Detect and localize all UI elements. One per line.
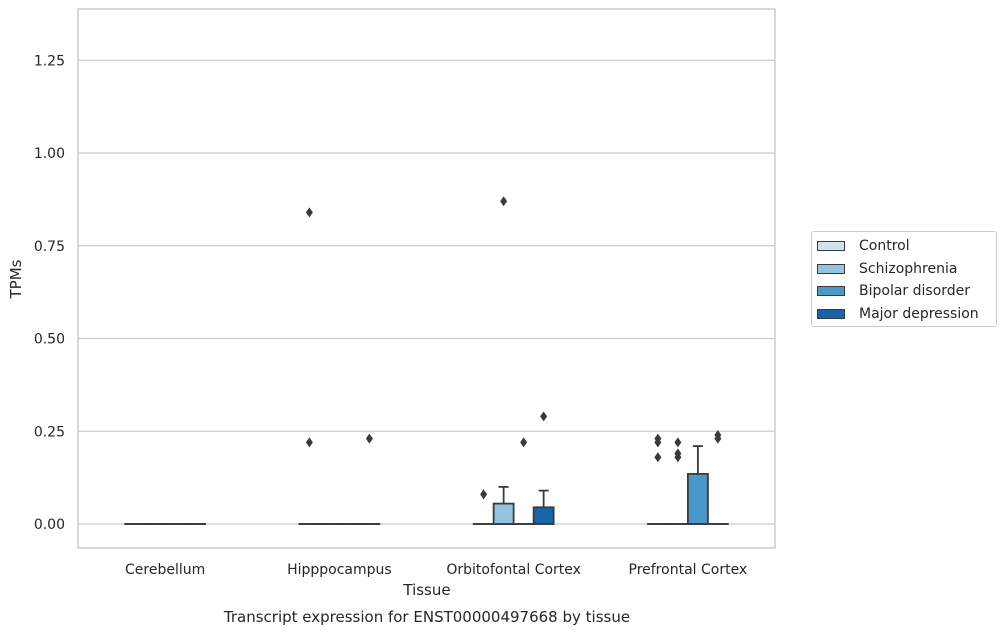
box-schizophrenia [666,437,689,525]
box-body [686,473,709,525]
legend-label: Bipolar disorder [859,283,971,299]
plot-frame [77,8,776,549]
outlier-point [654,452,662,463]
outlier-point [674,437,682,448]
y-tick-label: 0.50 [34,332,65,348]
legend: Control Schizophrenia Bipolar disorder Majo… [811,231,997,327]
box-bipolar-disorder [686,445,709,525]
outlier-point [365,433,373,444]
x-tick-label: Orbitofontal Cortex [446,562,581,578]
outlier-point [480,489,488,500]
x-tick-label: Cerebellum [125,562,205,578]
legend-swatch [817,263,845,274]
box-major-depression [532,411,555,525]
legend-item: Control [817,236,910,256]
legend-item: Schizophrenia [817,259,957,279]
y-tick-label: 0.75 [34,239,65,255]
outlier-point [714,433,722,444]
legend-swatch [817,286,845,296]
x-axis-ticks: Cerebellum Hipppocampus Orbitofontal Corte… [125,562,747,578]
box-control [472,489,495,525]
legend-item: Bipolar disorder [817,281,970,301]
outlier-point [674,452,682,463]
x-axis-label: Tissue [402,581,450,599]
box-schizophrenia [492,196,515,525]
box-major-depression [706,429,729,525]
box-major-depression [358,433,381,525]
box-control [646,433,669,525]
outlier-point [654,437,662,448]
y-axis-label: TPMs [7,259,25,299]
x-tick-label: Hipppocampus [287,562,392,578]
outlier-point [305,207,313,218]
y-tick-label: 0.00 [34,517,65,533]
box-body [532,506,555,525]
x-tick-label: Prefrontal Cortex [629,562,748,578]
outlier-point [540,411,548,422]
y-tick-label: 0.25 [34,424,65,440]
legend-label: Major depression [859,305,979,322]
outlier-point [500,196,508,207]
outlier-point [305,437,313,448]
box-control [298,207,321,525]
legend-label: Control [859,238,910,254]
box-plot-series [124,196,729,525]
box-body [492,502,515,525]
box-bipolar-disorder [512,437,535,525]
legend-swatch [817,308,845,319]
chart-title: Transcript expression for ENST0000049766… [223,608,630,626]
y-tick-label: 1.25 [34,53,65,69]
legend-label: Schizophrenia [859,260,958,277]
y-tick-label: 1.00 [34,146,65,162]
outlier-point [520,437,528,448]
legend-swatch [817,241,845,251]
legend-item: Major depression [817,304,979,324]
gridlines [78,59,775,525]
y-axis-ticks: 0.000.250.500.751.001.251.50 [34,53,65,533]
